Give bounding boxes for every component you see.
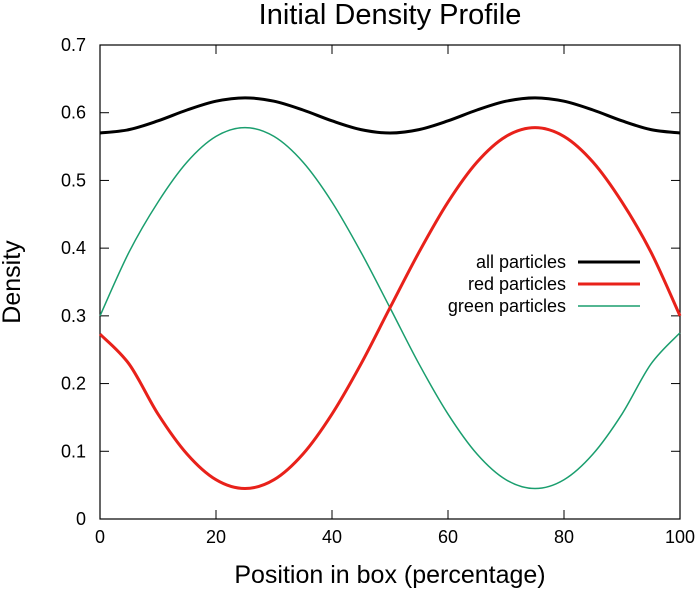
chart-title: Initial Density Profile: [259, 0, 522, 31]
legend-label: all particles: [476, 252, 566, 272]
x-tick-label: 100: [665, 527, 695, 547]
x-tick-label: 60: [438, 527, 458, 547]
y-tick-label: 0: [76, 509, 86, 529]
x-axis-label: Position in box (percentage): [234, 561, 545, 589]
y-tick-label: 0.6: [61, 103, 86, 123]
plot-frame: [99, 44, 681, 520]
y-tick-label: 0.3: [61, 306, 86, 326]
x-tick-label: 20: [206, 527, 226, 547]
legend-label: green particles: [448, 296, 566, 316]
x-tick-label: 80: [554, 527, 574, 547]
y-tick-label: 0.4: [61, 238, 86, 258]
y-axis-label: Density: [0, 240, 26, 324]
series-line-all-particles: [99, 96, 681, 135]
legend-label: red particles: [468, 274, 566, 294]
x-tick-label: 0: [95, 527, 105, 547]
y-tick-label: 0.1: [61, 441, 86, 461]
series-line-red-particles: [98, 126, 682, 491]
y-tick-label: 0.7: [61, 35, 86, 55]
x-tick-label: 40: [322, 527, 342, 547]
y-tick-label: 0.2: [61, 374, 86, 394]
y-tick-label: 0.5: [61, 170, 86, 190]
